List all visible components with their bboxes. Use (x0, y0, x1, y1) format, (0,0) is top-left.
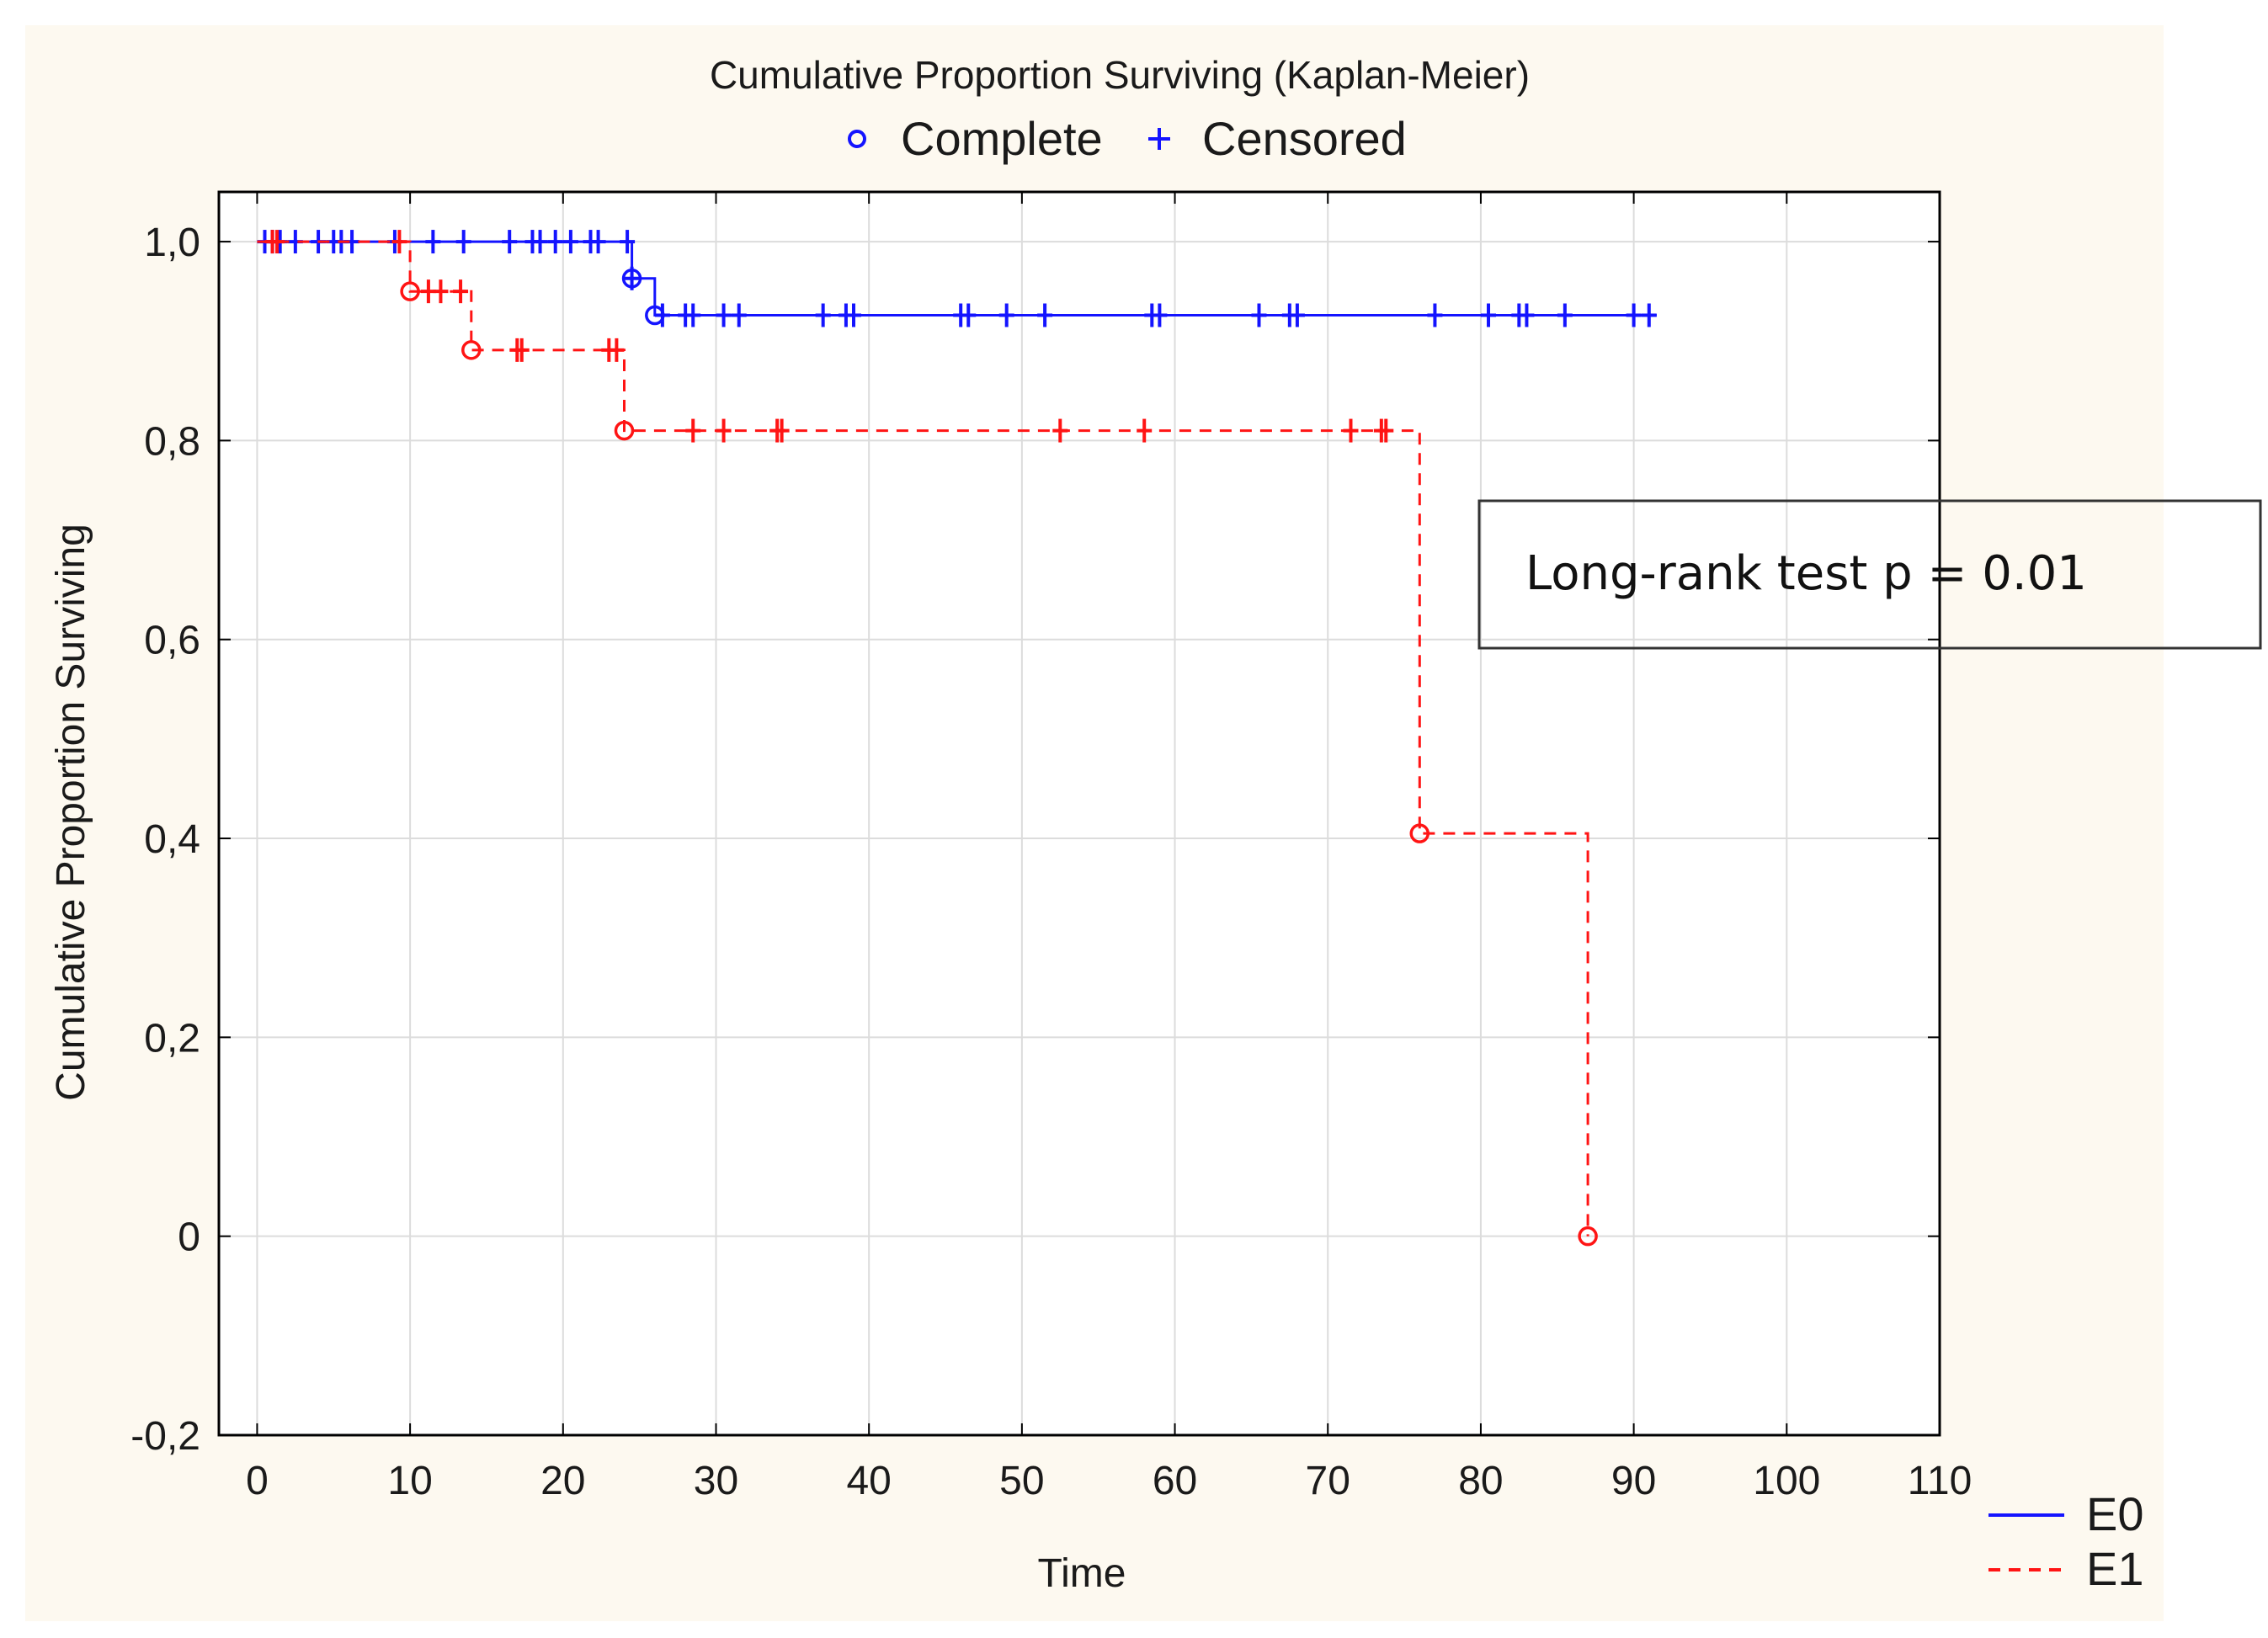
logrank-annotation: Long-rank test p = 0.01 (1477, 499, 2262, 650)
censored-marker-e0 (1152, 303, 1168, 327)
censored-marker-e0 (1519, 303, 1535, 327)
censored-marker-e0 (1626, 303, 1642, 327)
legend-e1-label: E1 (2086, 1542, 2144, 1595)
censored-marker-e0 (1641, 303, 1657, 327)
y-tick-label: 0,2 (144, 1016, 200, 1061)
plot-area (219, 192, 1940, 1435)
complete-event-marker-e0 (645, 305, 665, 326)
x-tick-label: 80 (1458, 1459, 1503, 1503)
y-tick-label: 1,0 (144, 221, 200, 265)
censored-marker-e0 (547, 230, 563, 254)
legend-complete-label: Complete (901, 112, 1103, 165)
censored-marker-e1 (685, 418, 701, 443)
censored-marker-e0 (1481, 303, 1497, 327)
censored-marker-e0 (532, 230, 548, 254)
series-e1 (257, 230, 1598, 1247)
complete-event-marker-e1 (461, 340, 482, 360)
censored-marker-e0 (961, 303, 977, 327)
x-tick-label: 60 (1153, 1459, 1197, 1503)
series-layer (257, 230, 1657, 1247)
censored-marker-e1 (774, 418, 790, 443)
censored-marker-e0 (846, 303, 862, 327)
complete-event-marker-e1 (1578, 1226, 1598, 1247)
censored-marker-e0 (998, 303, 1014, 327)
y-tick-label: 0 (178, 1215, 200, 1260)
x-tick-label: 40 (846, 1459, 891, 1503)
legend-censored-label: Censored (1202, 112, 1407, 165)
complete-event-marker-e1 (1409, 823, 1430, 843)
censored-marker-e0 (425, 230, 441, 254)
censored-marker-e1 (1137, 418, 1153, 443)
censored-marker-e0 (590, 230, 606, 254)
censored-marker-e0 (1289, 303, 1305, 327)
plot-frame (217, 190, 1941, 1437)
censored-marker-e1 (716, 418, 732, 443)
censored-marker-e0 (1557, 303, 1573, 327)
censored-marker-e0 (716, 303, 732, 327)
y-tick-label: -0,2 (130, 1414, 200, 1459)
censored-marker-e0 (1251, 303, 1267, 327)
censored-marker-e1 (433, 279, 449, 304)
annotation-text: Long-rank test p = 0.01 (1525, 546, 2087, 601)
censored-marker-e1 (391, 230, 407, 254)
censored-marker-e0 (1427, 303, 1443, 327)
x-tick-label: 70 (1306, 1459, 1350, 1503)
censored-marker-e1 (514, 338, 530, 362)
censored-marker-e1 (1378, 418, 1394, 443)
x-axis-ticks: 0 10 20 30 40 50 60 70 80 90 100 110 (246, 192, 1972, 1503)
y-axis-label: Cumulative Proportion Surviving (49, 524, 93, 1101)
x-axis-label: Time (1038, 1551, 1126, 1596)
complete-event-marker-e1 (614, 420, 635, 441)
complete-event-marker-e1 (400, 281, 420, 301)
censored-marker-e0 (1037, 303, 1053, 327)
x-tick-label: 10 (387, 1459, 432, 1503)
censored-marker-e0 (815, 303, 831, 327)
censored-marker-e0 (620, 230, 636, 254)
censored-marker-e1 (453, 279, 469, 304)
x-tick-label: 110 (1908, 1459, 1973, 1503)
legend-complete-marker (848, 130, 866, 148)
x-tick-label: 30 (694, 1459, 738, 1503)
marker-legend: Complete Censored (848, 112, 1407, 165)
annotation-box (1477, 499, 2262, 650)
censored-marker-e0 (731, 303, 747, 327)
censored-marker-e0 (562, 230, 578, 254)
censored-marker-e0 (685, 303, 701, 327)
x-tick-label: 50 (999, 1459, 1044, 1503)
censored-marker-e1 (609, 338, 625, 362)
chart-title: Cumulative Proportion Surviving (Kaplan-… (710, 53, 1530, 97)
censored-marker-e1 (1052, 418, 1068, 443)
censored-marker-e0 (455, 230, 471, 254)
series-e0 (257, 230, 1657, 327)
x-tick-label: 100 (1753, 1459, 1820, 1503)
x-tick-label: 20 (540, 1459, 585, 1503)
y-tick-label: 0,6 (144, 619, 200, 663)
y-tick-label: 0,4 (144, 817, 200, 862)
x-tick-label: 90 (1611, 1459, 1656, 1503)
survival-curve-e1 (257, 240, 1589, 1236)
censored-marker-e0 (502, 230, 518, 254)
y-tick-label: 0,8 (144, 419, 200, 464)
y-axis-ticks: 1,0 0,8 0,6 0,4 0,2 0 -0,2 (130, 221, 1940, 1459)
censored-marker-e1 (1343, 418, 1359, 443)
complete-event-marker-e0 (621, 269, 642, 289)
censored-marker-e1 (269, 230, 285, 254)
series-legend: E0 E1 (1988, 1487, 2144, 1595)
legend-e0-label: E0 (2086, 1487, 2144, 1540)
x-tick-label: 0 (246, 1459, 269, 1503)
